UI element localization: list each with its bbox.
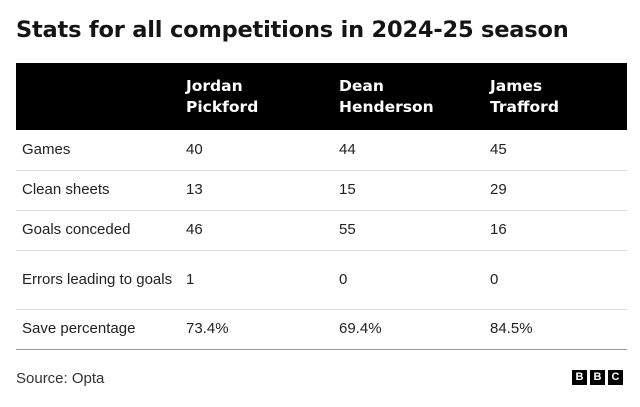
row-label: Games — [16, 130, 179, 171]
header-last-name: Henderson — [339, 97, 434, 116]
table-row: Clean sheets 13 15 29 — [16, 170, 627, 211]
table-header-row: Jordan Pickford Dean Henderson James Tra… — [16, 63, 627, 130]
table-cell: 1 — [179, 250, 332, 310]
header-last-name: Trafford — [490, 97, 559, 116]
table-cell: 46 — [179, 210, 332, 251]
table-cell: 0 — [483, 250, 627, 310]
source-note: Source: Opta — [16, 370, 105, 387]
header-first-name: Dean — [339, 76, 384, 95]
table-cell: 16 — [483, 210, 627, 251]
table-cell: 44 — [332, 130, 483, 171]
row-label: Clean sheets — [16, 170, 179, 211]
table-cell: 84.5% — [483, 309, 627, 350]
header-player-trafford: James Trafford — [483, 63, 627, 130]
table-row: Errors leading to goals 1 0 0 — [16, 250, 627, 310]
header-corner — [16, 63, 179, 130]
row-label: Errors leading to goals — [16, 250, 179, 310]
table-cell: 13 — [179, 170, 332, 211]
table-cell: 0 — [332, 250, 483, 310]
table-cell: 40 — [179, 130, 332, 171]
header-first-name: James — [490, 76, 543, 95]
table-cell: 29 — [483, 170, 627, 211]
header-last-name: Pickford — [186, 97, 259, 116]
table-cell: 55 — [332, 210, 483, 251]
row-label: Save percentage — [16, 309, 179, 350]
logo-block: B — [590, 370, 605, 385]
table-cell: 73.4% — [179, 309, 332, 350]
row-label: Goals conceded — [16, 210, 179, 251]
header-player-henderson: Dean Henderson — [332, 63, 483, 130]
stats-table: Jordan Pickford Dean Henderson James Tra… — [16, 63, 627, 350]
table-cell: 45 — [483, 130, 627, 171]
header-first-name: Jordan — [186, 76, 243, 95]
page-title: Stats for all competitions in 2024-25 se… — [16, 17, 569, 43]
table-cell: 69.4% — [332, 309, 483, 350]
table-cell: 15 — [332, 170, 483, 211]
bbc-logo: B B C — [572, 370, 623, 385]
logo-block: B — [572, 370, 587, 385]
table-row: Goals conceded 46 55 16 — [16, 210, 627, 251]
table-row: Save percentage 73.4% 69.4% 84.5% — [16, 309, 627, 350]
logo-block: C — [608, 370, 623, 385]
header-player-pickford: Jordan Pickford — [179, 63, 332, 130]
table-row: Games 40 44 45 — [16, 130, 627, 171]
